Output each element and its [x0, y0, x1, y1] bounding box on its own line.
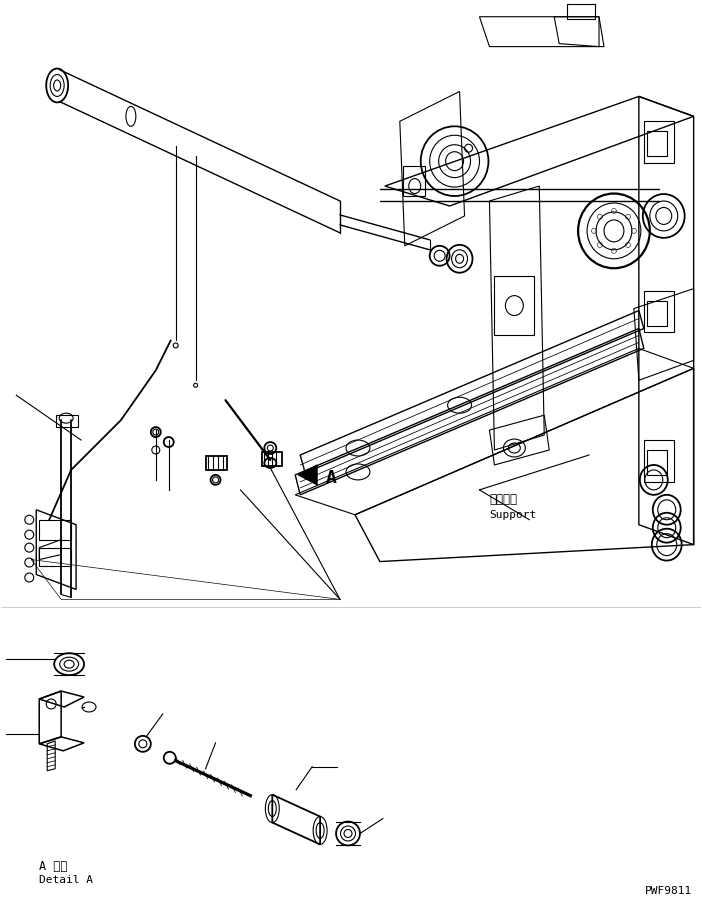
- Bar: [403, 166, 425, 196]
- Text: A 詳細: A 詳細: [39, 860, 67, 872]
- Polygon shape: [298, 465, 317, 485]
- Bar: [647, 131, 667, 156]
- Bar: [567, 4, 595, 19]
- Bar: [644, 440, 674, 482]
- Bar: [206, 456, 227, 470]
- Text: PWF9811: PWF9811: [644, 886, 691, 896]
- Text: サポート: サポート: [489, 493, 517, 506]
- Bar: [644, 291, 674, 333]
- Text: Support: Support: [489, 510, 537, 520]
- Bar: [647, 301, 667, 325]
- Text: Detail A: Detail A: [39, 875, 93, 885]
- Bar: [494, 275, 534, 335]
- Bar: [56, 415, 78, 427]
- Bar: [39, 547, 71, 565]
- Bar: [39, 520, 71, 540]
- Bar: [263, 452, 282, 466]
- Bar: [644, 121, 674, 163]
- Bar: [647, 450, 667, 475]
- Text: A: A: [326, 469, 337, 487]
